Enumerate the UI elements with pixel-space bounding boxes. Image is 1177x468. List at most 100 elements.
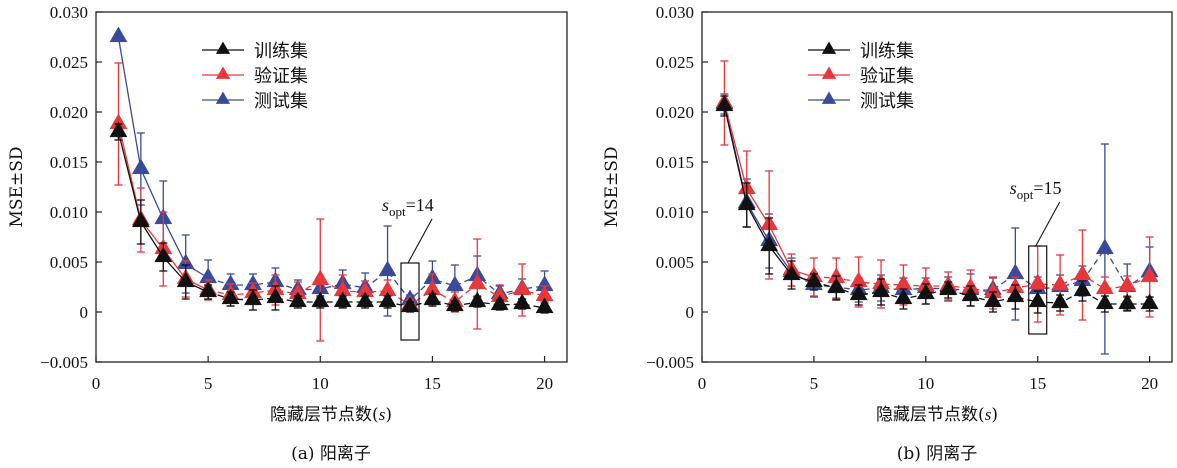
series-validation — [715, 60, 1159, 323]
data-point-train — [827, 277, 846, 294]
x-tick-label: 10 — [917, 374, 934, 393]
y-tick-label: −0.005 — [40, 353, 88, 372]
series-line-dashed-train — [813, 281, 1150, 305]
y-tick-label: 0.015 — [50, 153, 88, 172]
x-tick-label: 15 — [1029, 374, 1046, 393]
data-point-train — [513, 293, 532, 310]
annotation-symbol: s — [1010, 178, 1017, 198]
y-tick-label: 0.025 — [50, 53, 88, 72]
data-point-train — [154, 246, 173, 263]
data-point-train — [894, 288, 913, 305]
series-test — [715, 93, 1159, 355]
series-train — [109, 121, 554, 314]
data-point-validation — [1073, 264, 1092, 281]
y-tick-label: 0.020 — [656, 103, 694, 122]
legend-marker-validation — [821, 66, 837, 79]
legend-label-train: 训练集 — [254, 41, 308, 62]
data-point-train — [1073, 280, 1092, 297]
legend-label-test: 测试集 — [254, 91, 308, 112]
y-tick-label: 0.025 — [656, 53, 694, 72]
y-axis-title-a: MSE±SD — [7, 147, 27, 228]
x-tick-label: 20 — [536, 374, 553, 393]
y-tick-label: 0.015 — [656, 153, 694, 172]
x-axis-title-text-a: 隐藏层节点数( — [270, 405, 379, 425]
data-point-train — [244, 289, 262, 306]
x-tick-label: 15 — [424, 374, 441, 393]
data-point-train — [288, 291, 307, 308]
x-axis-title-a: 隐藏层节点数(s) — [270, 405, 392, 425]
data-point-validation — [468, 273, 487, 290]
annotation-subscript: opt — [1017, 187, 1034, 202]
data-point-test — [109, 26, 128, 43]
legend-marker-train — [821, 41, 837, 54]
data-point-train — [490, 294, 509, 311]
y-axis-title-b: MSE±SD — [602, 147, 622, 228]
panel-b-anion: (b) 阴离子 隐藏层节点数(s) MSE±SD −0.00500.0050.0… — [602, 3, 1173, 464]
series-line-dashed-train — [207, 291, 545, 309]
data-point-train — [199, 281, 218, 298]
legend-label-validation: 验证集 — [254, 66, 308, 87]
data-point-train — [109, 121, 128, 138]
data-point-train — [266, 287, 285, 304]
x-axis-title-close: ) — [991, 405, 998, 425]
series-test — [109, 26, 554, 317]
x-axis-title-variable: s — [379, 405, 386, 424]
data-point-train — [221, 288, 240, 305]
data-point-train — [1028, 291, 1047, 308]
data-point-train — [1006, 286, 1025, 303]
x-axis-title-b: 隐藏层节点数(s) — [876, 405, 998, 425]
data-point-validation — [311, 269, 330, 286]
series-validation — [109, 62, 554, 342]
series-train — [715, 95, 1159, 314]
legend-marker-test — [821, 91, 837, 104]
data-point-train — [356, 291, 375, 308]
data-point-validation — [1118, 275, 1137, 292]
data-point-train — [961, 285, 980, 302]
y-tick-label: 0 — [686, 303, 695, 322]
data-point-train — [760, 235, 779, 252]
data-point-train — [849, 284, 868, 301]
annotation-leader — [1035, 201, 1061, 247]
series-line-dashed-test — [207, 270, 545, 301]
y-tick-label: 0.005 — [50, 253, 88, 272]
y-tick-label: 0.005 — [656, 253, 694, 272]
legend-label-validation: 验证集 — [860, 66, 914, 87]
data-point-train — [468, 291, 487, 308]
annotation-label: sopt=15 — [1010, 178, 1062, 202]
y-tick-label: 0 — [80, 303, 89, 322]
data-point-train — [445, 295, 464, 312]
data-point-test — [445, 275, 464, 292]
data-point-validation — [1051, 274, 1070, 291]
caption-a: (a) 阳离子 — [291, 444, 371, 464]
data-point-test — [131, 158, 150, 175]
data-point-train — [176, 271, 195, 288]
x-tick-label: 0 — [92, 374, 101, 393]
annotation-symbol: s — [382, 195, 389, 215]
data-point-validation — [894, 274, 913, 291]
annotation-leader — [407, 218, 433, 264]
data-point-validation — [1095, 278, 1114, 295]
plot-frame — [95, 11, 568, 363]
data-point-validation — [1028, 273, 1047, 290]
data-point-train — [782, 264, 801, 281]
optimal-box — [1028, 245, 1048, 335]
data-point-train — [1140, 293, 1159, 310]
data-point-train — [423, 289, 442, 306]
data-point-train — [1051, 292, 1070, 309]
y-tick-label: −0.005 — [646, 353, 694, 372]
annotation-label: sopt=14 — [382, 195, 434, 219]
x-axis-title-variable: s — [985, 405, 992, 424]
data-point-train — [378, 291, 397, 308]
data-point-train — [535, 297, 554, 314]
data-point-train — [916, 283, 935, 300]
data-point-train — [333, 291, 352, 308]
legend-marker-test — [215, 91, 231, 104]
annotation-subscript: opt — [389, 204, 406, 219]
y-tick-label: 0.030 — [50, 3, 88, 22]
x-axis-title-close: ) — [385, 405, 392, 425]
data-point-train — [401, 296, 419, 313]
data-point-test — [378, 260, 397, 277]
annotation-value: =14 — [406, 195, 434, 215]
data-point-train — [737, 194, 756, 211]
